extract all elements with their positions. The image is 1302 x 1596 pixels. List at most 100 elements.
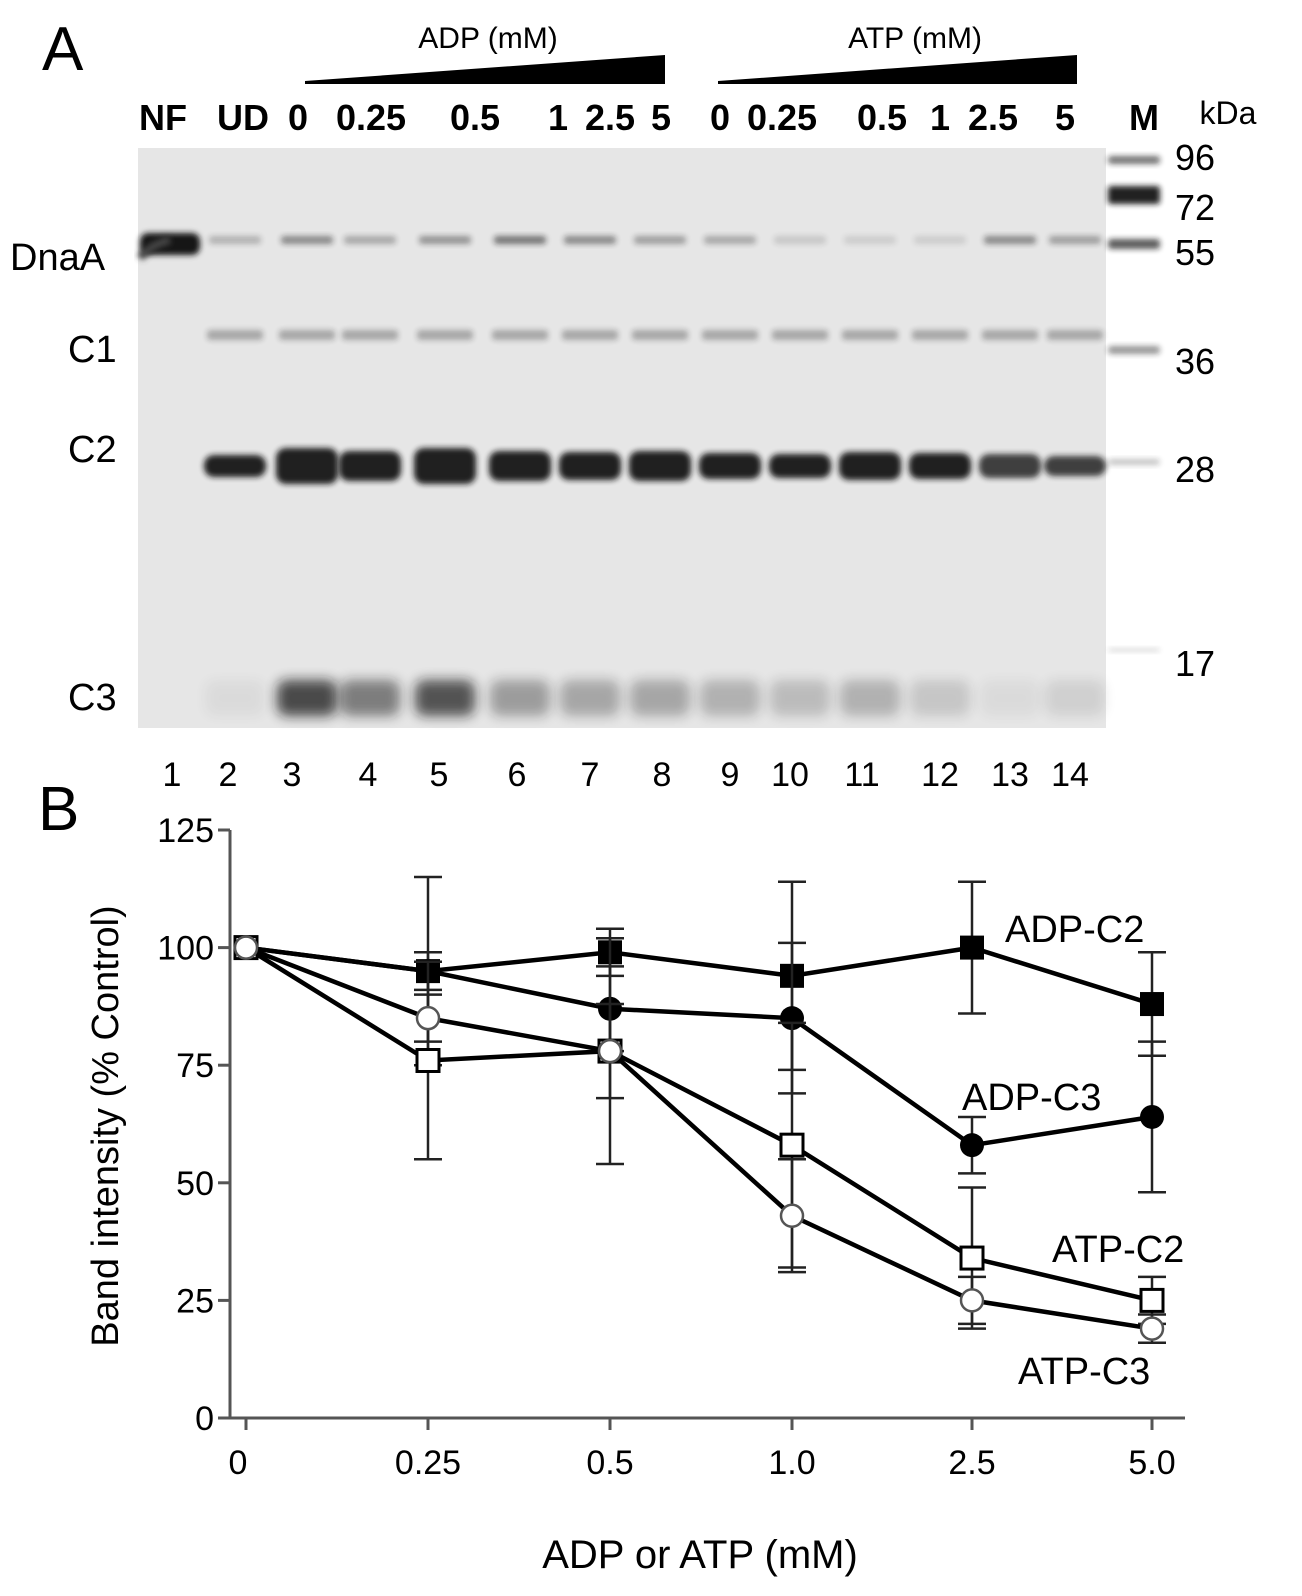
lane-header: 1 <box>548 97 568 138</box>
gel-band <box>842 330 898 340</box>
series-label: ADP-C2 <box>1005 909 1144 951</box>
gel-band <box>839 452 901 480</box>
data-point <box>960 935 984 960</box>
adp-header: ADP (mM) <box>418 22 557 55</box>
atp-wedge <box>718 55 1077 84</box>
data-point <box>780 1006 804 1031</box>
lane-number: 4 <box>359 756 378 794</box>
gel-band <box>204 455 266 477</box>
gel-band <box>279 330 335 340</box>
gel-band <box>704 236 756 244</box>
band-label: C3 <box>68 677 117 719</box>
gel-band <box>772 330 828 340</box>
x-axis-title: ADP or ATP (mM) <box>542 1533 858 1577</box>
marker-size-label: 17 <box>1175 643 1215 684</box>
gel-band <box>490 680 550 716</box>
data-point <box>779 1132 805 1158</box>
marker-band <box>1108 346 1160 354</box>
data-point <box>1140 1104 1164 1129</box>
adp-wedge <box>305 55 665 84</box>
lane-header: 0 <box>710 97 730 138</box>
gel-band <box>912 330 968 340</box>
lane-header: 0.5 <box>450 97 500 138</box>
data-point <box>415 1005 441 1031</box>
gel-band <box>629 451 691 481</box>
y-tick-label: 100 <box>157 930 214 968</box>
x-tick-label: 0.5 <box>586 1444 633 1482</box>
band-label: C2 <box>68 429 117 471</box>
gel-band <box>1047 330 1103 340</box>
lane-number: 7 <box>581 756 600 794</box>
gel-band <box>700 680 760 716</box>
gel-band <box>634 236 686 244</box>
gel-band <box>909 453 971 479</box>
lane-number: 13 <box>991 756 1029 794</box>
marker-band <box>1108 239 1160 249</box>
y-tick-label: 50 <box>176 1165 214 1203</box>
gel-band <box>980 680 1040 716</box>
lane-header: 0.5 <box>857 97 907 138</box>
lane-number: 1 <box>163 756 182 794</box>
x-tick-label: 1.0 <box>768 1444 815 1482</box>
panel-a-label: A <box>42 15 84 84</box>
gel-band <box>277 680 337 716</box>
lane-number: 6 <box>508 756 527 794</box>
data-point <box>959 1288 985 1313</box>
y-tick-label: 125 <box>157 812 214 850</box>
lane-header: M <box>1129 97 1159 138</box>
data-point <box>779 1203 805 1228</box>
series-adp-c2: ADP-C2 <box>234 875 1166 1072</box>
y-tick-label: 25 <box>176 1282 214 1320</box>
panel-a-gel-figure: A ADP (mM) ATP (mM) NF UD 0 0.25 0.5 1 2.5 5 0 0.… <box>10 15 1257 794</box>
lane-header: 5 <box>1055 97 1075 138</box>
lane-header: 0.25 <box>336 97 406 138</box>
lane-number: 10 <box>771 756 809 794</box>
lane-number: 12 <box>921 756 959 794</box>
marker-band <box>1108 186 1160 204</box>
gel-band <box>419 236 471 244</box>
gel-band <box>699 453 761 479</box>
gel-band <box>560 680 620 716</box>
lane-numbers: 1 2 3 4 5 6 7 8 9 10 11 12 13 14 <box>163 756 1089 794</box>
series-label: ADP-C3 <box>962 1077 1101 1119</box>
data-point <box>1140 992 1164 1017</box>
y-tick-label: 0 <box>195 1400 214 1438</box>
gel-band <box>414 448 476 484</box>
lane-header: UD <box>217 97 269 138</box>
lane-number: 14 <box>1051 756 1089 794</box>
gel-band <box>339 451 401 481</box>
marker-size-label: 72 <box>1175 187 1215 228</box>
series-line <box>244 945 1153 1303</box>
gel-band <box>562 330 618 340</box>
gel-band <box>342 330 398 340</box>
lane-header: 0.25 <box>747 97 817 138</box>
band-label: C1 <box>68 329 117 371</box>
data-point <box>415 1047 441 1073</box>
lane-headers: NF UD 0 0.25 0.5 1 2.5 5 0 0.25 0.5 1 2.5 5 M <box>139 97 1159 138</box>
gel-band <box>632 330 688 340</box>
gel-band <box>979 454 1041 478</box>
series-line <box>245 945 1153 1148</box>
gel-band <box>559 452 621 480</box>
series-atp-c3: ATP-C3 <box>233 935 1166 1393</box>
gel-band <box>914 236 966 244</box>
marker-band <box>1108 459 1160 465</box>
series-line <box>245 945 1153 1007</box>
lane-number: 8 <box>653 756 672 794</box>
gel-band <box>774 236 826 244</box>
data-point <box>1139 1287 1165 1313</box>
lane-number: 9 <box>721 756 740 794</box>
gel-band <box>417 330 473 340</box>
x-tick-label: 2.5 <box>948 1444 995 1482</box>
band-labels: DnaA C1 C2 C3 <box>10 237 117 719</box>
panel-b-label: B <box>38 775 79 844</box>
lane-number: 11 <box>844 756 879 794</box>
gel-band <box>702 330 758 340</box>
marker-band <box>1108 156 1160 164</box>
gel-band <box>489 451 551 481</box>
lane-number: 5 <box>430 756 449 794</box>
gel-band <box>281 236 333 244</box>
x-tick-label: 5.0 <box>1128 1444 1175 1482</box>
gel-band <box>1045 680 1105 716</box>
